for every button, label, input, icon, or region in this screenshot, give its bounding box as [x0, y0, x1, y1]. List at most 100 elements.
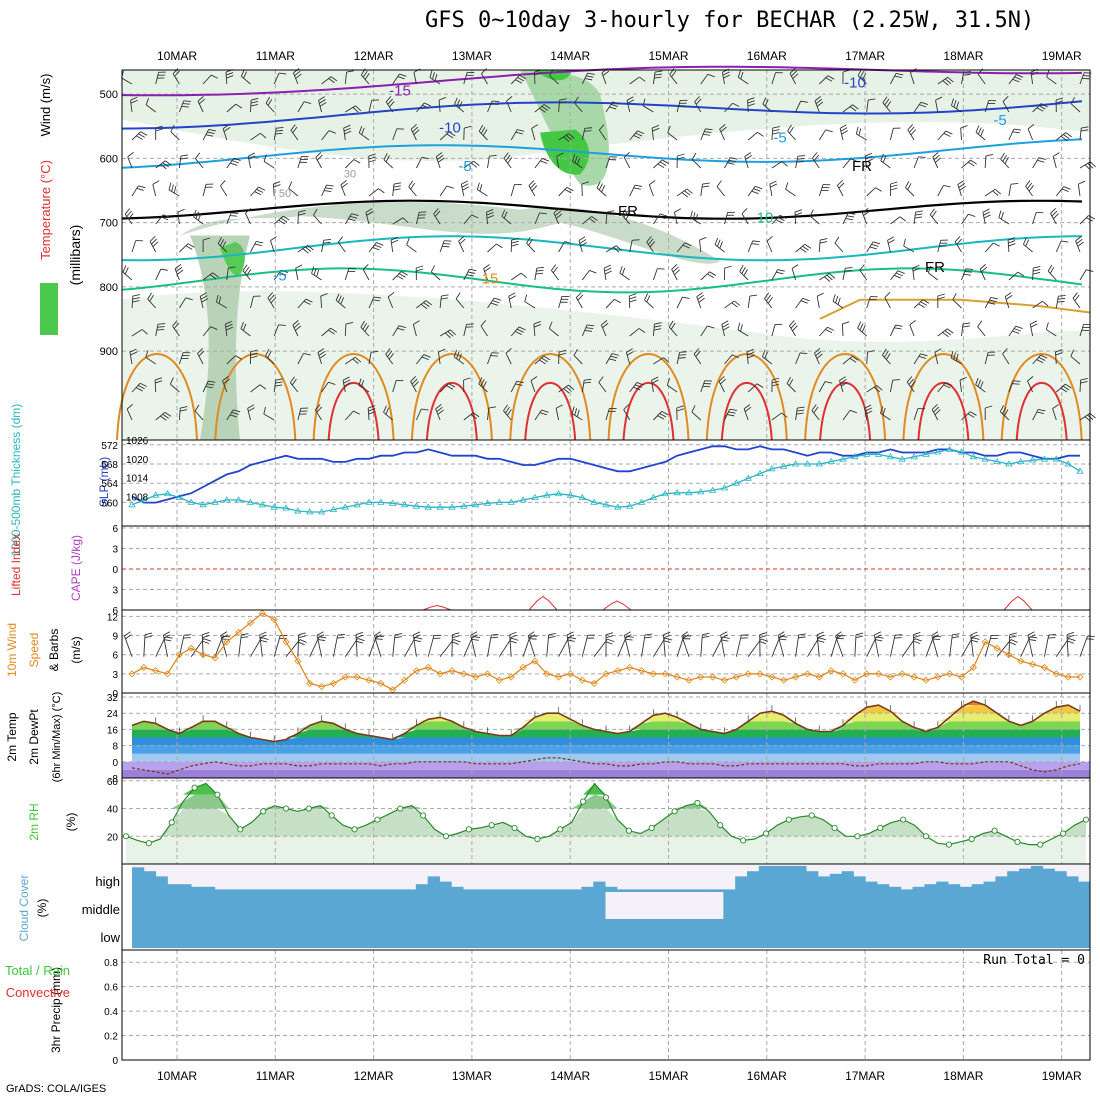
wind-barb-10m	[452, 635, 460, 639]
wind-barb	[1016, 74, 1024, 78]
wind-barb	[841, 381, 848, 387]
cloud-bar	[593, 892, 606, 922]
wind-barb	[224, 324, 228, 337]
wind-barb	[1037, 159, 1045, 163]
wind-barb	[313, 268, 317, 276]
wind-barb	[657, 415, 665, 420]
wind-barb	[947, 76, 954, 83]
li-bump	[1003, 595, 1033, 611]
wind-barb	[1007, 237, 1016, 241]
wind-barb	[834, 242, 844, 253]
wind-barb-10m	[664, 637, 673, 641]
wind-barb	[543, 104, 551, 109]
wind-barb	[1008, 240, 1016, 244]
date-label-bottom: 18MAR	[943, 1069, 983, 1083]
wind-barb-10m	[163, 634, 171, 639]
wind-barb	[1089, 412, 1096, 419]
wind-barb	[659, 213, 668, 217]
wind-barb	[613, 246, 620, 253]
wind-barb	[170, 383, 180, 393]
wind-barb	[126, 404, 133, 410]
wind-barb	[679, 351, 687, 353]
wind-barb	[691, 152, 697, 160]
rh-marker	[511, 824, 518, 831]
wind-barb	[539, 107, 546, 113]
wind-barb	[943, 384, 951, 389]
wind-barb	[534, 72, 542, 76]
wind-barb-10m	[527, 631, 535, 637]
wind-barb	[781, 412, 788, 418]
wind-barb	[1072, 298, 1081, 309]
wind-barb	[913, 156, 919, 169]
wind-barb-10m	[722, 636, 730, 639]
wind-barb	[1000, 212, 1004, 220]
wind-barb	[328, 78, 335, 84]
wind-barb-10m	[933, 635, 942, 638]
wind-barb	[437, 409, 444, 415]
li-bump	[602, 600, 632, 611]
cloud-bar	[711, 922, 724, 948]
wind-barb	[208, 128, 216, 132]
wind-barb	[610, 355, 618, 359]
wind-barb	[633, 386, 641, 391]
wind-barb	[629, 296, 637, 300]
cloud-bar	[250, 889, 263, 892]
freezing-line	[121, 199, 1083, 220]
wind-barb	[945, 130, 953, 135]
cloud-bar	[427, 876, 440, 892]
wind-barb-10m	[511, 637, 519, 641]
wind-barb	[918, 156, 926, 158]
wind-barb	[320, 293, 328, 297]
thickness-marker	[649, 493, 658, 500]
cloud-bar	[202, 922, 216, 948]
cloud-bar	[1019, 868, 1032, 892]
wind-barb-10m	[413, 639, 421, 643]
wind-barb	[586, 75, 594, 78]
cloud-bar	[344, 922, 358, 948]
wind-barb	[1032, 267, 1034, 281]
wind-speed-marker	[673, 673, 681, 681]
wind-barb	[387, 98, 393, 105]
wind-barb	[135, 387, 143, 392]
wind-barb	[572, 154, 576, 162]
wind-barb	[581, 181, 589, 185]
wind-barb	[225, 320, 233, 325]
wind-barb	[220, 180, 226, 187]
wind-barb	[629, 185, 636, 197]
wind-barb	[762, 97, 767, 105]
wind-barb	[270, 240, 275, 253]
wind-barb	[303, 101, 312, 105]
wind-barb	[361, 380, 365, 388]
wind-barb	[880, 153, 884, 161]
cloud-bar	[392, 892, 405, 922]
panel-frames	[121, 69, 1091, 1061]
wind-barb	[670, 322, 676, 330]
wind-barb	[303, 352, 311, 356]
wind-barb	[438, 100, 441, 113]
temp-label: 2m Temp	[5, 712, 19, 761]
wind-barb	[642, 105, 654, 113]
pressure-tick: 700	[100, 218, 118, 230]
wind-barb	[985, 405, 993, 409]
wind-barb	[890, 181, 898, 185]
wind-barb-10m	[259, 634, 267, 639]
thickness-marker	[199, 501, 207, 508]
wind-barb	[265, 355, 275, 365]
wind-barb-10m	[316, 631, 324, 636]
wind-barb	[842, 104, 853, 113]
wind-barb	[536, 269, 544, 272]
wind-barb-10m	[404, 637, 416, 657]
wind-barb	[676, 297, 683, 309]
wind-speed-marker	[341, 673, 349, 681]
wind-barb	[248, 407, 255, 412]
wind-speed-marker	[531, 657, 539, 665]
wind-barb	[842, 158, 851, 169]
wind-barb	[446, 133, 454, 139]
wind-barb-10m	[901, 638, 916, 657]
wind-barb	[365, 208, 373, 213]
wind-barb	[586, 324, 595, 327]
wind-barb-10m	[720, 634, 725, 657]
thickness-marker	[697, 488, 705, 495]
rh-tick: 40	[107, 805, 119, 816]
wind-barb	[909, 72, 915, 85]
